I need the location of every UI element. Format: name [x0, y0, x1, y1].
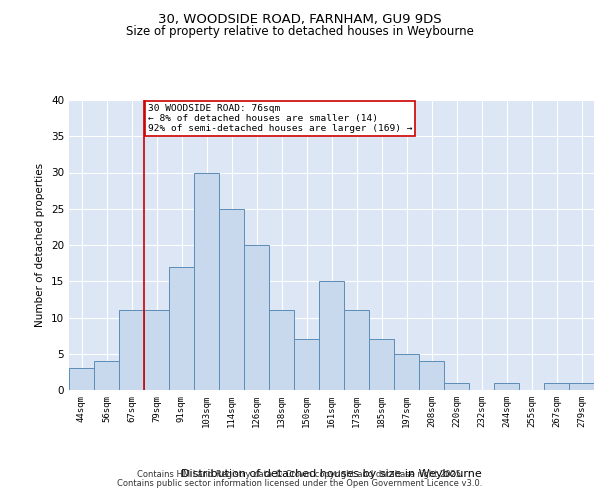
- Bar: [369, 339, 394, 390]
- Bar: [194, 172, 219, 390]
- Text: 30, WOODSIDE ROAD, FARNHAM, GU9 9DS: 30, WOODSIDE ROAD, FARNHAM, GU9 9DS: [158, 12, 442, 26]
- Text: 30 WOODSIDE ROAD: 76sqm
← 8% of detached houses are smaller (14)
92% of semi-det: 30 WOODSIDE ROAD: 76sqm ← 8% of detached…: [148, 104, 412, 134]
- Bar: [294, 339, 319, 390]
- Bar: [69, 368, 94, 390]
- Bar: [444, 383, 469, 390]
- Bar: [219, 209, 244, 390]
- Y-axis label: Number of detached properties: Number of detached properties: [35, 163, 46, 327]
- Bar: [494, 383, 519, 390]
- Bar: [169, 267, 194, 390]
- Bar: [419, 361, 444, 390]
- Text: Contains public sector information licensed under the Open Government Licence v3: Contains public sector information licen…: [118, 478, 482, 488]
- Bar: [319, 281, 344, 390]
- Bar: [394, 354, 419, 390]
- Bar: [569, 383, 594, 390]
- Bar: [344, 310, 369, 390]
- Text: Contains HM Land Registry data © Crown copyright and database right 2025.: Contains HM Land Registry data © Crown c…: [137, 470, 463, 479]
- Bar: [269, 310, 294, 390]
- Bar: [144, 310, 169, 390]
- Text: Size of property relative to detached houses in Weybourne: Size of property relative to detached ho…: [126, 25, 474, 38]
- Bar: [244, 245, 269, 390]
- X-axis label: Distribution of detached houses by size in Weybourne: Distribution of detached houses by size …: [181, 469, 482, 479]
- Bar: [94, 361, 119, 390]
- Bar: [119, 310, 144, 390]
- Bar: [544, 383, 569, 390]
